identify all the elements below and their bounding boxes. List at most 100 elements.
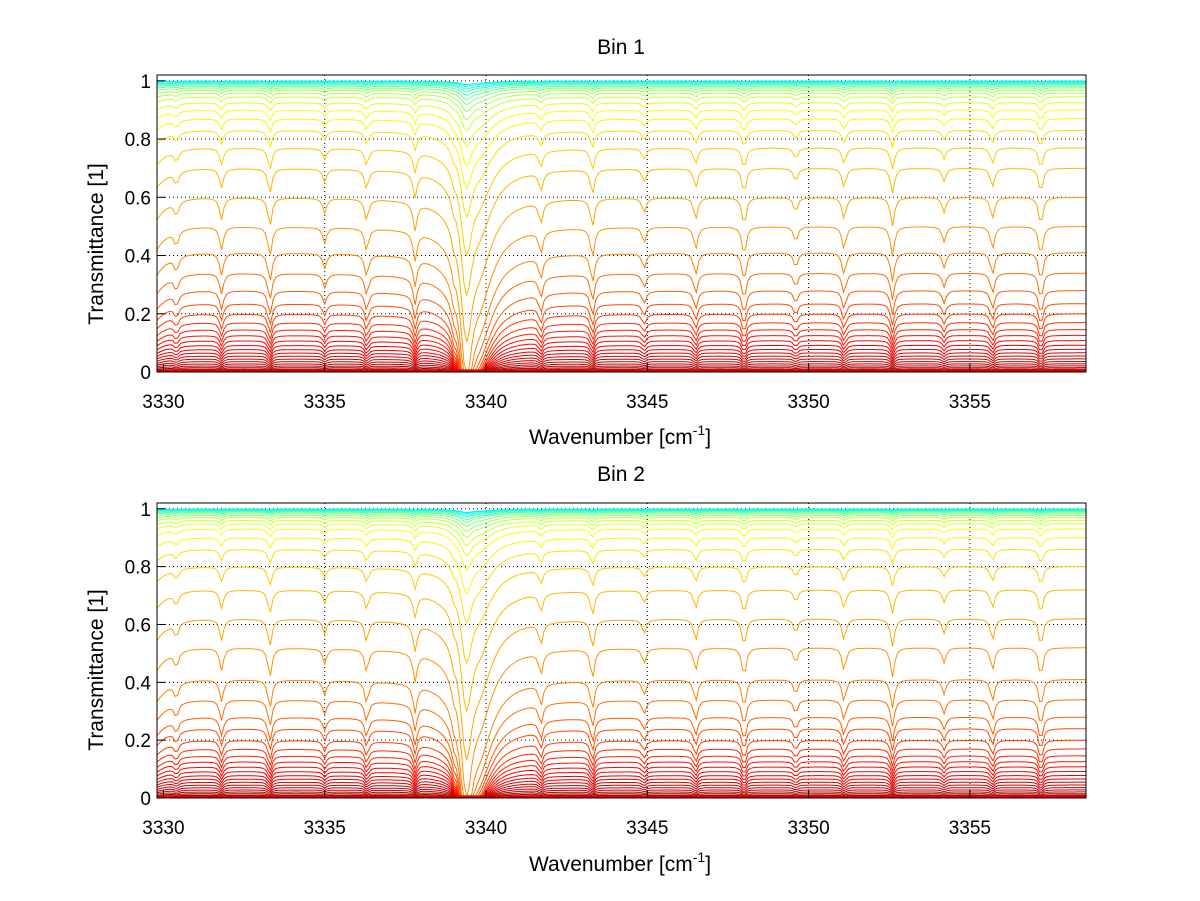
subplot-2-xtick-label: 3350	[787, 818, 829, 839]
subplot-1-series-line	[156, 365, 1086, 373]
subplot-1-xtick-label: 3330	[142, 392, 184, 413]
subplot-1-series-line	[156, 252, 1086, 373]
subplot-1-series-line	[156, 147, 1086, 258]
subplot-1-series-line	[156, 348, 1086, 373]
subplot-1-series-line	[156, 167, 1086, 296]
subplot-2-series-line	[156, 761, 1086, 799]
subplot-1-xtick-label: 3355	[949, 392, 991, 413]
subplot-1-ytick-label: 0.6	[125, 188, 151, 209]
subplot-2-series-line	[156, 618, 1086, 761]
subplot-2-series-line	[156, 784, 1086, 799]
subplot-2-series-line	[156, 510, 1086, 518]
subplot-1-series-line	[156, 313, 1086, 373]
subplot-1-series-line	[156, 361, 1086, 373]
subplot-1-series-line	[156, 118, 1086, 190]
subplot-bin-1: Bin 1 3330 3335 3340 3345 3350 3355 0 0.2 0.4 0.6…	[85, 36, 1087, 449]
subplot-2-series-line	[156, 511, 1086, 523]
subplot-2-series-line	[156, 781, 1086, 799]
subplot-1-series-line	[156, 83, 1086, 93]
subplot-1-series-line	[156, 368, 1086, 373]
subplot-1-ytick-label: 0	[140, 363, 151, 384]
subplot-2-xlabel-main: Wavenumber [cm	[529, 853, 693, 876]
subplot-2-series-line	[156, 510, 1086, 521]
subplot-2-xlabel-superscript: -1	[693, 849, 706, 865]
subplot-2-xlabel: Wavenumber [cm-1]	[529, 849, 711, 876]
subplot-2-series-line	[156, 589, 1086, 714]
subplot-1-series-line	[156, 322, 1086, 373]
subplot-1-series-line	[156, 85, 1086, 101]
subplot-2-series-line	[156, 771, 1086, 799]
subplot-1-series-line	[156, 340, 1086, 373]
subplot-2-ytick-label: 0.8	[125, 558, 151, 579]
subplot-2-series-line	[156, 728, 1086, 799]
subplot-1-series-line	[156, 358, 1086, 373]
subplot-1-axes-frame	[156, 74, 1087, 373]
subplot-1-series-line	[156, 80, 1086, 86]
subplot-2-series-line	[156, 755, 1086, 799]
subplot-bin-2: Bin 2 3330 3335 3340 3345 3350 3355 0 0.2 0.4 0.6…	[85, 463, 1087, 876]
subplot-1-series-line	[156, 272, 1086, 373]
subplot-2-series-line	[156, 789, 1086, 799]
subplot-1-ticks: 3330 3335 3340 3345 3350 3355 0 0.2 0.4 0.6 0.8 1	[125, 72, 991, 413]
subplot-1-series-line	[156, 96, 1086, 132]
subplot-1-ytick-label: 1	[140, 72, 151, 93]
subplot-2-title: Bin 2	[597, 463, 645, 486]
subplot-2-series-line	[156, 679, 1086, 799]
subplot-1-ylabel: Transmittance [1]	[85, 163, 108, 324]
subplot-2-series-line	[156, 716, 1086, 799]
subplot-2-series-line	[156, 513, 1086, 528]
subplot-2-series-line	[156, 699, 1086, 799]
subplot-2-xtick-label: 3340	[465, 818, 507, 839]
subplot-2-ytick-label: 0.2	[125, 731, 151, 752]
subplot-1-xtick-label: 3340	[465, 392, 507, 413]
subplot-2-series-line	[156, 775, 1086, 799]
subplot-2-ytick-label: 0.6	[125, 615, 151, 636]
subplot-1-series-line	[156, 303, 1086, 373]
subplot-2-series-line	[156, 793, 1086, 799]
subplot-1-series-line	[156, 329, 1086, 373]
subplot-1-xtick-label: 3335	[304, 392, 346, 413]
subplot-1-series-line	[156, 334, 1086, 373]
subplot-1-series-line	[156, 290, 1086, 373]
subplot-1-series-line	[156, 129, 1086, 219]
subplot-2-ytick-label: 0	[140, 789, 151, 810]
subplot-2-series-line	[156, 566, 1087, 666]
subplot-1-series-line	[156, 197, 1086, 343]
subplot-2-series-line	[156, 794, 1086, 799]
subplot-2-series-line	[156, 509, 1086, 516]
subplot-1-ytick-label: 0.8	[125, 130, 151, 151]
subplot-1-series-line	[156, 363, 1086, 373]
subplot-2-series-line	[156, 548, 1086, 625]
subplot-1-series-line	[156, 102, 1086, 148]
subplot-2-ytick-label: 0.4	[125, 673, 152, 694]
subplot-2-series-line	[156, 791, 1086, 799]
subplot-1-xtick-label: 3350	[787, 392, 829, 413]
subplot-2-axes-frame	[156, 502, 1087, 799]
subplot-1-ytick-label: 0.4	[125, 247, 152, 268]
subplot-1-series-line	[156, 84, 1086, 96]
subplot-2-xtick-label: 3335	[304, 818, 346, 839]
subplot-2-xtick-label: 3345	[626, 818, 668, 839]
subplot-1-series-group	[156, 80, 1086, 374]
subplot-1-series-line	[156, 82, 1086, 90]
subplot-2-series-line	[156, 523, 1086, 557]
subplot-2-series-line	[156, 514, 1086, 533]
subplot-1-xlabel-main: Wavenumber [cm	[529, 426, 693, 449]
subplot-1-title: Bin 1	[597, 36, 645, 59]
subplot-2-series-line	[156, 537, 1086, 595]
subplot-2-series-line	[156, 739, 1086, 799]
subplot-2-series-line	[156, 528, 1086, 571]
subplot-1-series-line	[156, 92, 1086, 121]
subplot-1-ytick-label: 0.2	[125, 305, 151, 326]
subplot-2-xlabel-close: ]	[705, 853, 711, 876]
subplot-2-series-line	[156, 778, 1086, 799]
subplot-1-xlabel-close: ]	[705, 426, 711, 449]
subplot-2-series-line	[156, 508, 1086, 514]
subplot-2-series-line	[156, 519, 1086, 547]
subplot-1-series-line	[156, 367, 1086, 373]
subplot-2-series-group	[156, 508, 1087, 799]
subplot-1-series-line	[156, 87, 1086, 106]
subplot-2-series-line	[156, 517, 1086, 539]
